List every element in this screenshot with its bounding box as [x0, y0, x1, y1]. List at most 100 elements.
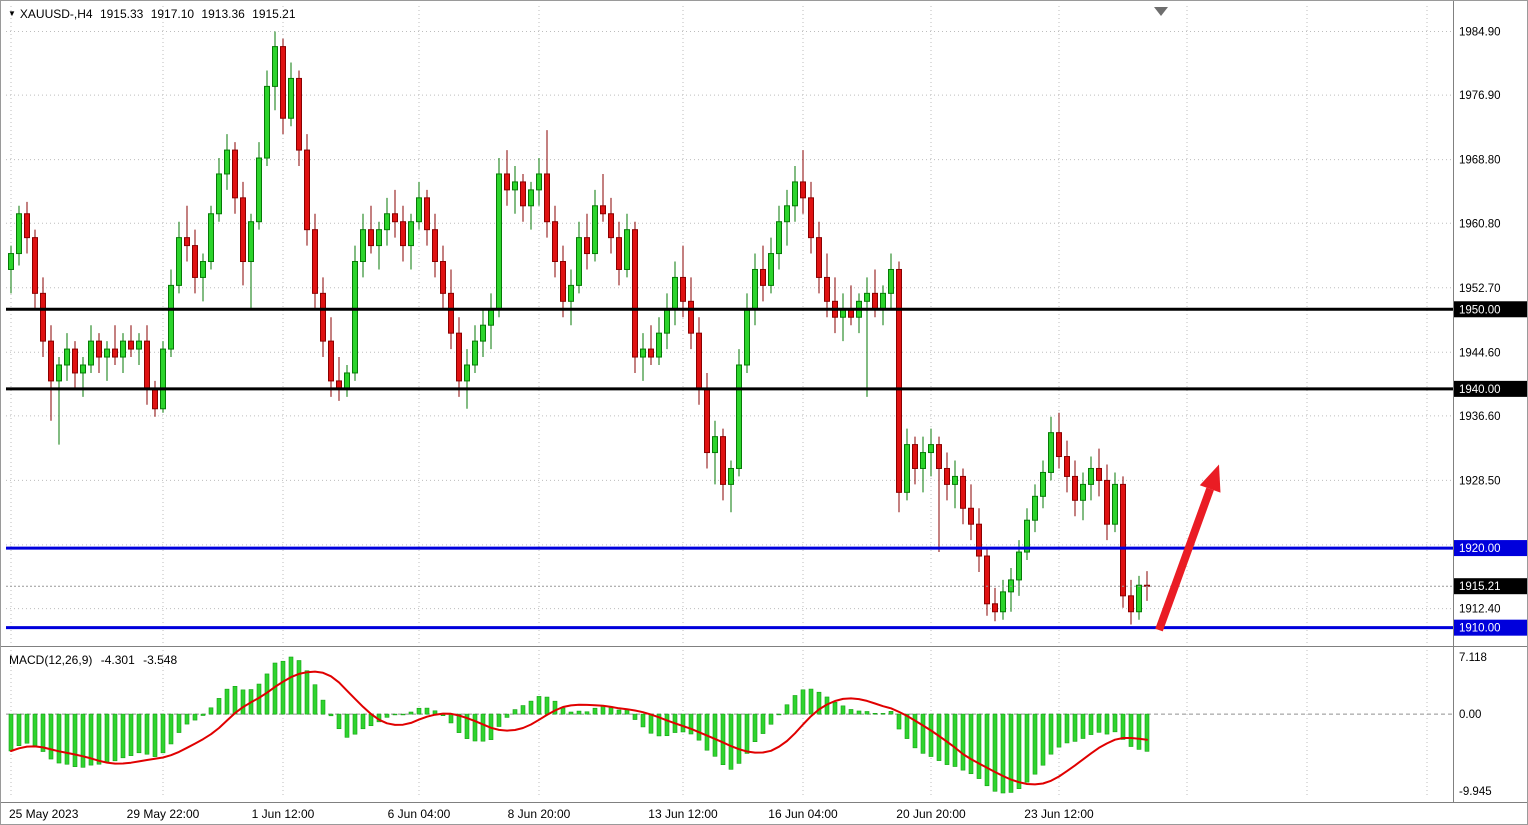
macd-histogram-bar [800, 689, 806, 715]
macd-histogram-bar [232, 686, 238, 715]
candle-body [960, 475, 966, 509]
macd-axis-min-label: -9.945 [1459, 786, 1492, 798]
macd-histogram-bar [1136, 713, 1142, 750]
macd-histogram-bar [400, 713, 406, 716]
macd-histogram-bar [536, 696, 542, 715]
macd-histogram-bar [16, 713, 22, 746]
candle-body [144, 340, 150, 390]
candle-body [248, 221, 254, 263]
macd-histogram-bar [24, 713, 30, 744]
candle-body [616, 237, 622, 270]
macd-histogram-bar [896, 713, 902, 730]
candle-body [1112, 483, 1118, 525]
macd-histogram-bar [1072, 713, 1078, 742]
macd-histogram-bar [152, 713, 158, 757]
macd-signal-line [10, 670, 1148, 786]
candle-body [224, 149, 230, 175]
macd-histogram-bar [112, 713, 118, 762]
macd-histogram-bar [1056, 713, 1062, 748]
macd-histogram-bar [1000, 713, 1006, 794]
candle-body [784, 205, 790, 223]
macd-histogram-bar [312, 684, 318, 715]
macd-histogram-bar [952, 713, 958, 767]
macd-histogram-bar [1032, 713, 1038, 775]
candle-body [472, 340, 478, 366]
macd-histogram-bar [288, 656, 294, 715]
macd-histogram-bar [1048, 713, 1054, 755]
macd-histogram-bar [728, 713, 734, 770]
level-price-label-text: 1910.00 [1459, 623, 1501, 635]
macd-histogram-bar [480, 713, 486, 742]
candle-body [80, 364, 86, 374]
macd-histogram-bar [456, 713, 462, 733]
macd-histogram-bar [1040, 713, 1046, 766]
candle-body [200, 261, 206, 278]
macd-histogram-bar [192, 713, 198, 721]
level-price-label-text: 1940.00 [1459, 384, 1501, 396]
macd-histogram-bar [856, 710, 862, 715]
candle-body [424, 197, 430, 231]
candle-body [112, 348, 118, 358]
candle-body [456, 332, 462, 382]
macd-histogram-bar [96, 713, 102, 765]
candle-body [984, 555, 990, 605]
candle-body [288, 77, 294, 119]
time-axis-area[interactable] [1, 803, 1528, 825]
candle-body [1104, 479, 1110, 525]
macd-histogram-bar [720, 713, 726, 765]
candle-body [560, 261, 566, 302]
macd-histogram-bar [600, 705, 606, 715]
macd-histogram-bar [40, 713, 46, 752]
candle-body [360, 229, 366, 263]
open-value: 1915.33 [99, 7, 144, 21]
current-price-label-text: 1915.21 [1459, 581, 1501, 593]
low-value: 1913.36 [201, 7, 245, 21]
macd-histogram-bar [568, 711, 574, 715]
macd-histogram-bar [200, 713, 206, 716]
high-value: 1917.10 [150, 7, 195, 21]
trend-arrow-head[interactable] [1199, 464, 1221, 493]
macd-histogram-bar [1016, 713, 1022, 789]
level-price-label-text: 1920.00 [1459, 543, 1501, 555]
macd-histogram-bar [784, 704, 790, 715]
candle-body [416, 197, 422, 223]
macd-histogram-bar [472, 713, 478, 742]
macd-histogram-bar [912, 713, 918, 749]
macd-histogram-bar [648, 713, 654, 734]
candle-body [672, 276, 678, 310]
macd-histogram-bar [1104, 713, 1110, 735]
candle-body [128, 340, 134, 350]
candle-body [312, 229, 318, 294]
candle-body [328, 340, 334, 382]
macd-histogram-bar [464, 713, 470, 739]
candle-body [712, 436, 718, 454]
candle-body [240, 197, 246, 263]
candle-body [544, 173, 550, 223]
macd-histogram-bar [168, 713, 174, 745]
macd-histogram-bar [544, 696, 550, 715]
candle-body [632, 229, 638, 358]
macd-histogram-bar [528, 700, 534, 715]
price-axis-label: 1960.80 [1459, 218, 1501, 230]
ohlc-header: ▼ XAUUSD-,H4 1915.33 1917.10 1913.36 1915… [8, 7, 300, 21]
chart-shift-marker-icon[interactable] [1154, 7, 1168, 16]
time-axis-label: 23 Jun 12:00 [1024, 807, 1094, 821]
macd-histogram-bar [584, 711, 590, 715]
trend-arrow-shaft[interactable] [1155, 487, 1214, 632]
macd-histogram-bar [616, 709, 622, 715]
macd-histogram-bar [992, 713, 998, 792]
level-price-label-text: 1950.00 [1459, 304, 1501, 316]
candle-body [728, 467, 734, 485]
candle-body [136, 340, 142, 350]
candle-body [920, 452, 926, 469]
candle-body [1072, 475, 1078, 501]
candle-body [480, 324, 486, 342]
candle-body [992, 603, 998, 613]
macd-histogram-bar [688, 713, 694, 735]
price-axis-area[interactable] [1454, 1, 1528, 802]
candle-body [376, 229, 382, 247]
symbol-period-label: XAUUSD-,H4 [19, 7, 93, 21]
main-chart-plot-area[interactable] [6, 6, 1453, 642]
close-value: 1915.21 [252, 7, 296, 21]
